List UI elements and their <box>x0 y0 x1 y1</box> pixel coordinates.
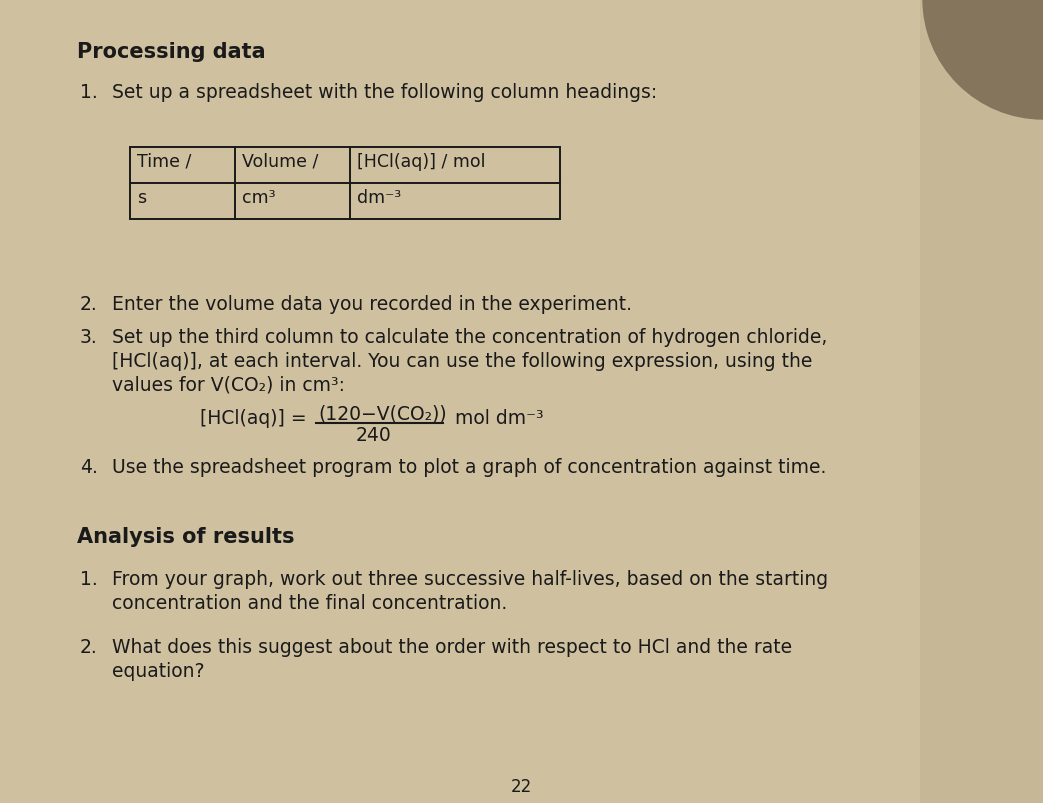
Text: cm³: cm³ <box>242 189 275 206</box>
Text: Volume /: Volume / <box>242 153 318 171</box>
Text: [HCl(aq)] / mol: [HCl(aq)] / mol <box>357 153 485 171</box>
Text: 22: 22 <box>510 777 532 795</box>
Text: Set up a spreadsheet with the following column headings:: Set up a spreadsheet with the following … <box>112 83 657 102</box>
Text: 2.: 2. <box>80 638 98 656</box>
Text: 2.: 2. <box>80 295 98 314</box>
Text: 1.: 1. <box>80 83 98 102</box>
Text: values for V(CO₂) in cm³:: values for V(CO₂) in cm³: <box>112 376 345 394</box>
Text: [HCl(aq)], at each interval. You can use the following expression, using the: [HCl(aq)], at each interval. You can use… <box>112 352 812 370</box>
Text: [HCl(aq)] =: [HCl(aq)] = <box>200 409 313 427</box>
Text: dm⁻³: dm⁻³ <box>357 189 402 206</box>
Text: s: s <box>137 189 146 206</box>
Text: 3.: 3. <box>80 328 98 347</box>
Text: Analysis of results: Analysis of results <box>77 526 294 546</box>
Text: Processing data: Processing data <box>77 42 266 62</box>
Text: 4.: 4. <box>80 458 98 476</box>
Text: Time /: Time / <box>137 153 191 171</box>
Text: 240: 240 <box>356 426 392 444</box>
Text: Set up the third column to calculate the concentration of hydrogen chloride,: Set up the third column to calculate the… <box>112 328 827 347</box>
Text: concentration and the final concentration.: concentration and the final concentratio… <box>112 593 507 612</box>
Text: Enter the volume data you recorded in the experiment.: Enter the volume data you recorded in th… <box>112 295 632 314</box>
Text: (120−V(CO₂)): (120−V(CO₂)) <box>318 405 446 423</box>
Text: What does this suggest about the order with respect to HCl and the rate: What does this suggest about the order w… <box>112 638 792 656</box>
Bar <box>130 148 560 220</box>
Text: equation?: equation? <box>112 661 204 680</box>
Text: 1.: 1. <box>80 569 98 589</box>
Text: Use the spreadsheet program to plot a graph of concentration against time.: Use the spreadsheet program to plot a gr… <box>112 458 826 476</box>
FancyBboxPatch shape <box>920 0 1043 803</box>
Circle shape <box>923 0 1043 120</box>
Text: mol dm⁻³: mol dm⁻³ <box>448 409 543 427</box>
Text: From your graph, work out three successive half-lives, based on the starting: From your graph, work out three successi… <box>112 569 828 589</box>
